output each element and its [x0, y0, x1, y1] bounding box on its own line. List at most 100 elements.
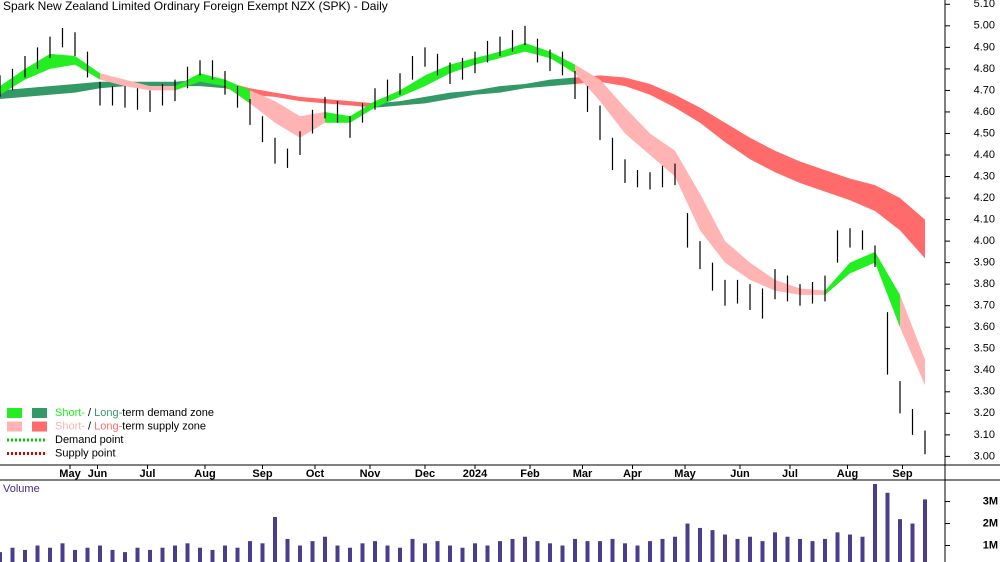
volume-bar [48, 547, 52, 562]
x-tick-label: Mar [573, 468, 593, 480]
volume-bar [223, 545, 227, 562]
volume-bar [173, 545, 177, 562]
volume-bar [298, 545, 302, 562]
legend-swatch [32, 421, 47, 432]
y-tick-label: 4.20 [974, 192, 995, 204]
volume-bar [435, 541, 440, 562]
y-tick-label: 3.60 [974, 321, 995, 333]
volume-bar [535, 541, 540, 562]
legend-text: Long- [94, 420, 122, 432]
volume-bar [585, 541, 590, 562]
volume-bar [548, 543, 552, 562]
y-tick-label: 2M [983, 517, 998, 529]
y-tick-label: 3.40 [974, 364, 995, 376]
volume-bar [160, 547, 165, 562]
chart-title: Spark New Zealand Limited Ordinary Forei… [3, 0, 388, 13]
legend-label: Supply point [55, 447, 116, 459]
volume-bar [860, 536, 865, 562]
x-tick-label: Aug [837, 468, 858, 480]
volume-bar [473, 543, 477, 562]
y-tick-label: 4.00 [974, 235, 995, 247]
volume-bar [248, 541, 252, 562]
x-tick-label: Nov [360, 468, 382, 480]
volume-bar [448, 545, 452, 562]
x-tick-label: Sep [252, 468, 272, 480]
volume-bar [10, 547, 15, 562]
volume-bars [0, 484, 927, 562]
volume-bar [110, 549, 115, 562]
volume-bar [773, 532, 777, 562]
volume-bar [510, 538, 515, 562]
volume-bar [910, 523, 915, 562]
zone-band [0, 53, 100, 95]
legend-text: Supply point [55, 447, 116, 459]
y-tick-label: 5.10 [974, 0, 995, 10]
x-tick-label: May [674, 468, 696, 480]
y-tick-label: 4.30 [974, 170, 995, 182]
volume-bar [310, 541, 315, 562]
legend-text: Short- [55, 407, 85, 419]
volume-bar [460, 547, 465, 562]
legend-swatch [7, 421, 22, 432]
legend-label: Demand point [55, 434, 124, 446]
volume-bar [923, 499, 927, 562]
volume-bar [598, 541, 602, 562]
x-tick-label: Feb [520, 468, 540, 480]
volume-bar [735, 538, 740, 562]
volume-bar [360, 543, 365, 562]
volume-bar [373, 541, 377, 562]
volume-bar [673, 536, 677, 562]
zone-band [250, 90, 325, 138]
volume-bar [35, 545, 40, 562]
volume-bar [198, 547, 202, 562]
y-tick-label: 1M [983, 539, 998, 551]
volume-bar [323, 536, 327, 562]
zone-band [575, 64, 825, 295]
volume-bar [23, 549, 27, 562]
volume-bar [885, 492, 890, 562]
volume-bar [873, 484, 877, 562]
y-tick-label: 4.10 [974, 213, 995, 225]
y-tick-label: 4.70 [974, 84, 995, 96]
volume-bar [648, 541, 652, 562]
legend-label: Short- / Long-term demand zone [55, 407, 214, 419]
volume-bar [348, 547, 352, 562]
volume-bar [123, 552, 127, 562]
volume-bar [410, 538, 415, 562]
volume-bar [485, 545, 490, 562]
y-tick-label: 4.90 [974, 41, 995, 53]
volume-bar [73, 549, 77, 562]
zone-band [100, 73, 175, 91]
x-tick-label: Oct [306, 468, 325, 480]
volume-bar [810, 541, 815, 562]
y-tick-label: 3.10 [974, 429, 995, 441]
y-tick-label: 5.00 [974, 20, 995, 32]
legend-text: Demand point [55, 434, 124, 446]
y-tick-label: 3.20 [974, 407, 995, 419]
volume-bar [610, 538, 615, 562]
legend-swatch [32, 408, 47, 418]
legend-text: / [85, 407, 94, 419]
y-tick-label: 4.60 [974, 106, 995, 118]
y-tick-label: 3.50 [974, 343, 995, 355]
volume-bar [498, 541, 502, 562]
volume-bar [185, 543, 190, 562]
volume-bar [335, 545, 340, 562]
volume-bar [835, 532, 840, 562]
x-tick-label: Jul [782, 468, 798, 480]
legend-text: Long- [94, 407, 122, 419]
volume-bar [0, 552, 2, 562]
zone-band [825, 251, 900, 328]
legend-text: Short- [55, 420, 85, 432]
volume-bar [748, 536, 752, 562]
x-tick-label: Aug [194, 468, 215, 480]
volume-bar [698, 527, 702, 562]
x-tick-label: Jun [730, 468, 750, 480]
volume-title: Volume [3, 483, 40, 495]
x-tick-label: May [59, 468, 81, 480]
volume-bar [560, 545, 565, 562]
volume-bar [85, 547, 90, 562]
x-tick-label: Apr [623, 468, 643, 480]
